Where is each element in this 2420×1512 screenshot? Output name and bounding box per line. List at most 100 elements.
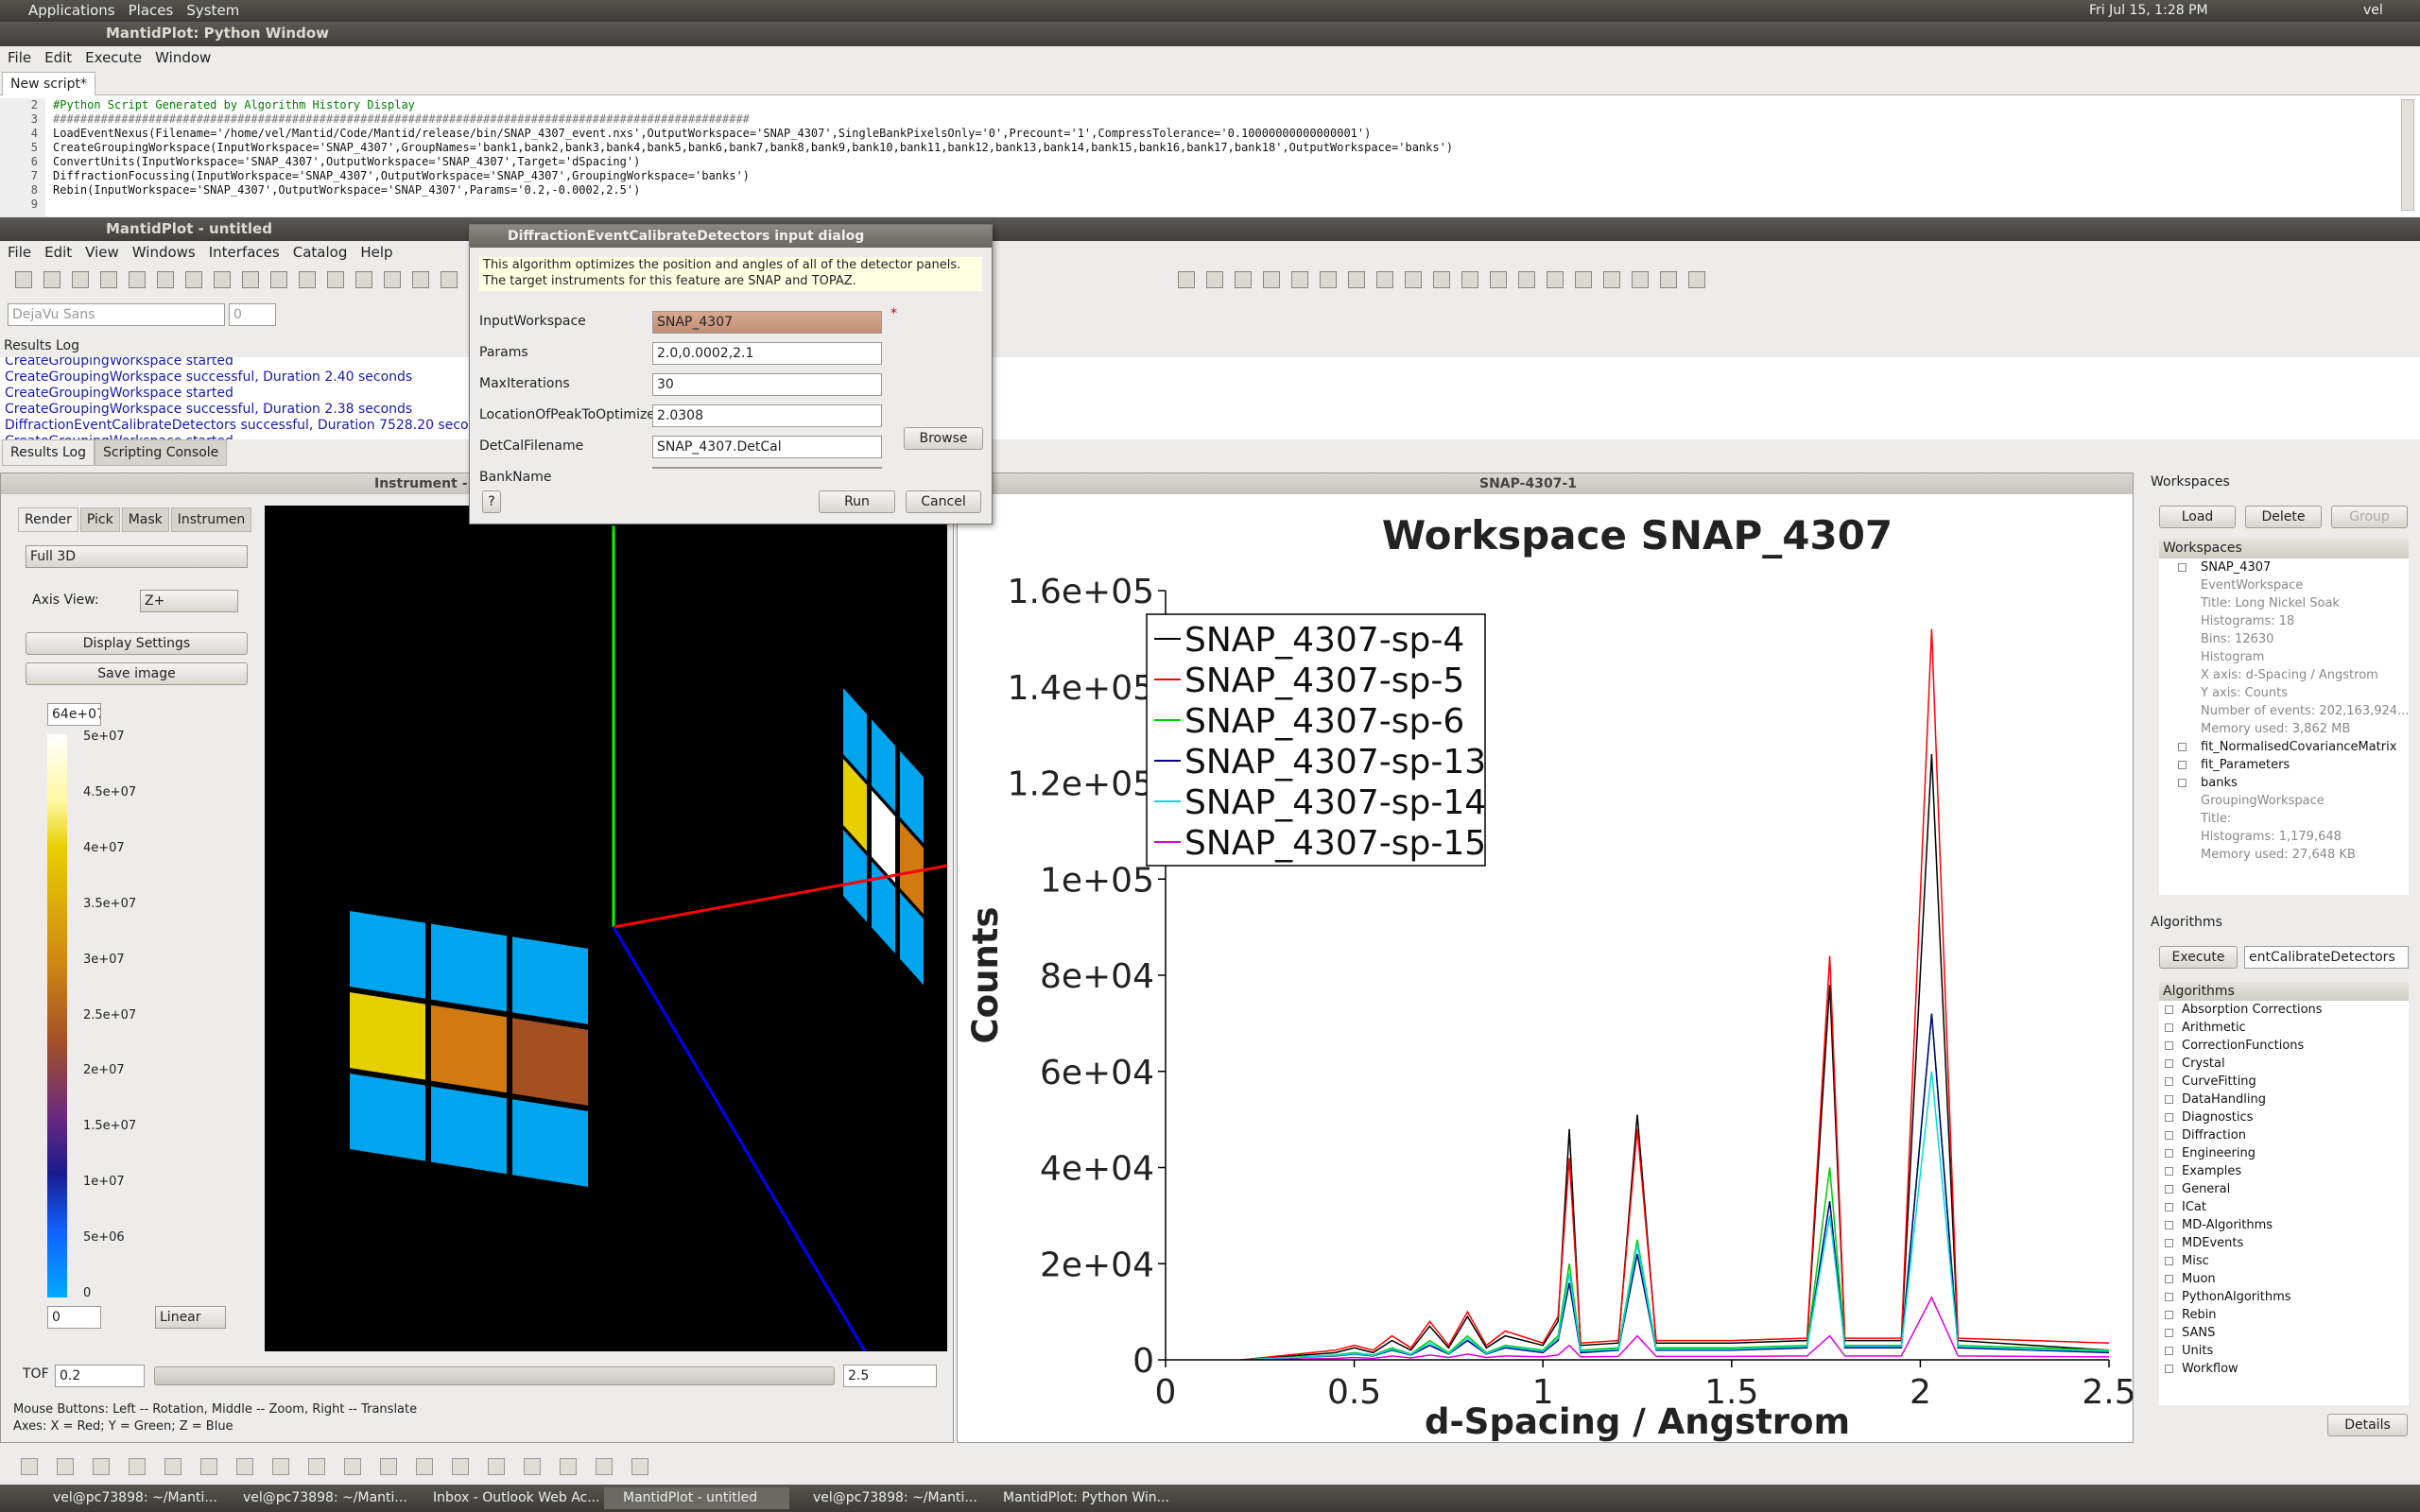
axis-view[interactable]: Z+ — [140, 590, 238, 612]
save-image[interactable]: Save image — [26, 662, 248, 685]
tree-item[interactable]: SANS — [2182, 1326, 2216, 1340]
tree-item[interactable]: Absorption Corrections — [2182, 1003, 2323, 1017]
details-button[interactable]: Details — [2327, 1414, 2408, 1436]
tool-icon[interactable] — [164, 1458, 182, 1475]
field-input[interactable] — [652, 467, 882, 469]
tool-icon[interactable] — [1461, 271, 1478, 288]
tool-icon[interactable] — [1405, 271, 1422, 288]
render-mode[interactable]: Full 3D — [26, 545, 248, 568]
tool-icon[interactable] — [488, 1458, 505, 1475]
tool-icon[interactable] — [270, 271, 287, 288]
tree-item[interactable]: Memory used: 27,648 KB — [2201, 848, 2356, 862]
instrument-tab[interactable]: Render — [18, 507, 78, 532]
tool-icon[interactable] — [214, 271, 231, 288]
log-tab[interactable]: Scripting Console — [95, 439, 228, 466]
menu-item[interactable]: Edit — [44, 244, 73, 261]
workspace-button[interactable]: Group — [2331, 506, 2408, 528]
tool-icon[interactable] — [344, 1458, 361, 1475]
tool-icon[interactable] — [185, 271, 202, 288]
tool-icon[interactable] — [1547, 271, 1564, 288]
tree-item[interactable]: Title: Long Nickel Soak — [2201, 596, 2340, 610]
tool-icon[interactable] — [1348, 271, 1365, 288]
tool-icon[interactable] — [384, 271, 401, 288]
menu-item[interactable]: Windows — [131, 244, 196, 261]
menu-item[interactable]: Execute — [85, 49, 143, 66]
field-input[interactable]: 2.0,0.0002,2.1 — [652, 342, 882, 365]
tool-icon[interactable] — [100, 271, 117, 288]
tree-item[interactable]: Y axis: Counts — [2201, 686, 2289, 700]
tool-icon[interactable] — [57, 1458, 74, 1475]
menu-item[interactable]: Edit — [44, 49, 73, 66]
task-button[interactable]: vel@pc73898: ~/Manti... — [53, 1490, 217, 1505]
menu-item[interactable]: File — [8, 49, 32, 66]
tree-item[interactable]: banks — [2201, 776, 2238, 790]
tree-item[interactable]: CurveFitting — [2182, 1074, 2256, 1089]
tree-item[interactable]: CorrectionFunctions — [2182, 1039, 2305, 1053]
panel-menu[interactable]: Places — [128, 2, 174, 19]
tool-icon[interactable] — [236, 1458, 253, 1475]
tree-item[interactable]: Workflow — [2182, 1362, 2238, 1376]
task-button[interactable]: MantidPlot: Python Win... — [1003, 1490, 1169, 1505]
tool-icon[interactable] — [412, 271, 429, 288]
task-button[interactable]: MantidPlot - untitled — [604, 1487, 789, 1509]
tree-item[interactable]: SNAP_4307 — [2201, 560, 2272, 575]
tree-item[interactable]: X axis: d-Spacing / Angstrom — [2201, 668, 2378, 682]
workspace-button[interactable]: Delete — [2245, 506, 2322, 528]
tof-slider[interactable] — [154, 1366, 835, 1385]
instrument-tab[interactable]: Mask — [121, 507, 169, 532]
font-size-box[interactable]: 0 — [229, 303, 276, 326]
tool-icon[interactable] — [1575, 271, 1592, 288]
instrument-tab[interactable]: Instrumen — [170, 507, 252, 532]
tree-item[interactable]: Bins: 12630 — [2201, 632, 2274, 646]
menu-item[interactable]: View — [85, 244, 119, 261]
tree-item[interactable]: Crystal — [2182, 1057, 2225, 1071]
tof-min[interactable]: 0.2 — [55, 1365, 145, 1387]
tree-item[interactable]: Units — [2182, 1344, 2214, 1358]
tool-icon[interactable] — [1320, 271, 1337, 288]
field-input[interactable]: SNAP_4307 — [652, 311, 882, 334]
menu-item[interactable]: Window — [155, 49, 212, 66]
task-button[interactable]: Inbox - Outlook Web Ac... — [433, 1490, 599, 1505]
color-max[interactable]: 64e+07 — [47, 703, 101, 726]
tool-icon[interactable] — [524, 1458, 541, 1475]
tool-icon[interactable] — [1490, 271, 1507, 288]
tree-item[interactable]: Histograms: 1,179,648 — [2201, 830, 2342, 844]
script-tab[interactable]: New script* — [2, 72, 95, 95]
tool-icon[interactable] — [43, 271, 60, 288]
tool-icon[interactable] — [1660, 271, 1677, 288]
tree-item[interactable]: Number of events: 202,163,924... — [2201, 704, 2410, 718]
tool-icon[interactable] — [272, 1458, 289, 1475]
tree-item[interactable]: Examples — [2182, 1164, 2242, 1178]
tool-icon[interactable] — [355, 271, 372, 288]
tool-icon[interactable] — [380, 1458, 397, 1475]
run-button[interactable]: Run — [819, 490, 895, 513]
tool-icon[interactable] — [1178, 271, 1195, 288]
tool-icon[interactable] — [560, 1458, 577, 1475]
tree-item[interactable]: Arithmetic — [2182, 1021, 2246, 1035]
field-input[interactable]: 2.0308 — [652, 404, 882, 427]
tool-icon[interactable] — [631, 1458, 648, 1475]
tree-item[interactable]: DataHandling — [2182, 1092, 2266, 1107]
help-button[interactable]: ? — [482, 490, 501, 513]
tool-icon[interactable] — [1291, 271, 1308, 288]
tree-item[interactable]: MD-Algorithms — [2182, 1218, 2273, 1232]
tof-max[interactable]: 2.5 — [843, 1365, 937, 1387]
tool-icon[interactable] — [1376, 271, 1393, 288]
tool-icon[interactable] — [596, 1458, 613, 1475]
tree-item[interactable]: Title: — [2201, 812, 2232, 826]
tree-item[interactable]: GroupingWorkspace — [2201, 794, 2325, 808]
tree-item[interactable]: Memory used: 3,862 MB — [2201, 722, 2351, 736]
tool-icon[interactable] — [93, 1458, 110, 1475]
color-min[interactable]: 0 — [47, 1306, 101, 1329]
tool-icon[interactable] — [416, 1458, 433, 1475]
tree-item[interactable]: PythonAlgorithms — [2182, 1290, 2291, 1304]
tool-icon[interactable] — [452, 1458, 469, 1475]
tree-item[interactable]: ICat — [2182, 1200, 2206, 1214]
tool-icon[interactable] — [242, 271, 259, 288]
algorithm-search[interactable]: entCalibrateDetectors — [2244, 946, 2409, 969]
field-input[interactable]: SNAP_4307.DetCal — [652, 436, 882, 458]
browse-button[interactable]: Browse — [904, 427, 983, 450]
tool-icon[interactable] — [1235, 271, 1252, 288]
task-button[interactable]: vel@pc73898: ~/Manti... — [813, 1490, 977, 1505]
tool-icon[interactable] — [200, 1458, 217, 1475]
